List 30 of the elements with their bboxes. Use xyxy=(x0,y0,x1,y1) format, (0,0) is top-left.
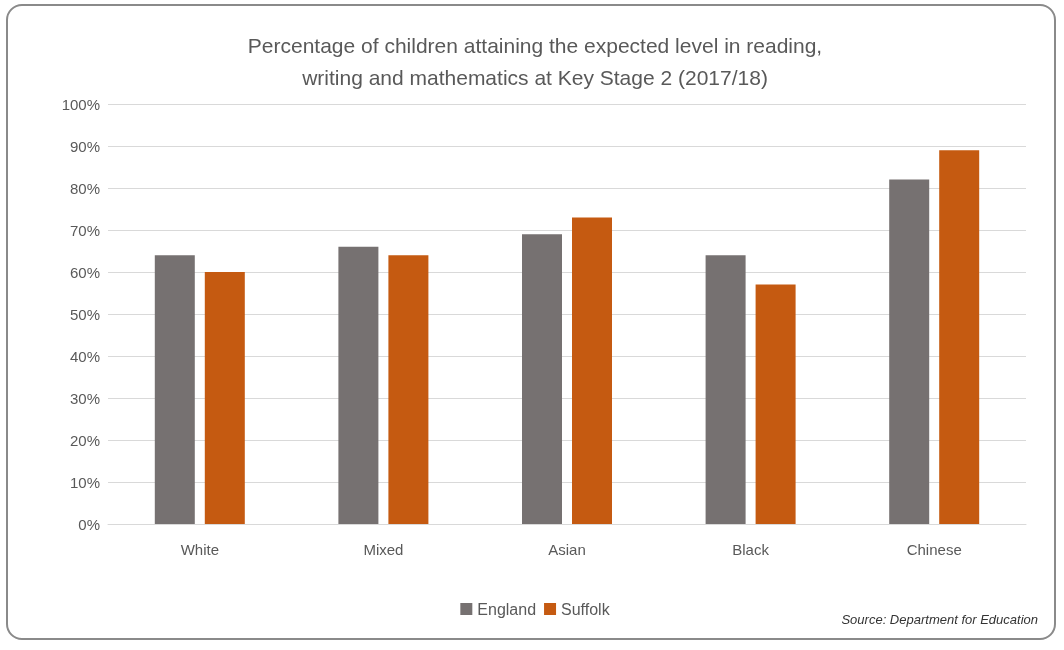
y-tick-label: 30% xyxy=(69,389,100,407)
y-tick-label: 100% xyxy=(61,95,100,113)
bar xyxy=(388,255,429,524)
y-tick-label: 90% xyxy=(69,137,100,155)
x-tick-label: Chinese xyxy=(906,541,962,558)
bar xyxy=(755,284,796,524)
y-tick-label: 0% xyxy=(78,515,100,533)
chart-title: Percentage of children attaining the expected level in reading, writing and mathematics at Key Stage 2 (2017/18) xyxy=(247,33,823,89)
legend-label: England xyxy=(477,600,537,618)
bar xyxy=(204,272,245,524)
y-tick-label: 10% xyxy=(69,473,100,491)
x-tick-label: Mixed xyxy=(363,541,404,558)
bar xyxy=(572,217,612,524)
bar xyxy=(338,246,379,524)
source-note: Source: Department for Education xyxy=(841,612,1039,627)
bar xyxy=(889,179,930,524)
y-tick-label: 20% xyxy=(69,431,100,449)
y-tick-label: 80% xyxy=(69,179,100,197)
bar xyxy=(522,234,562,524)
bar xyxy=(705,255,746,524)
legend-label: Suffolk xyxy=(561,600,611,618)
y-tick-label: 60% xyxy=(69,263,100,281)
bar xyxy=(154,255,195,524)
bar xyxy=(939,150,980,524)
x-tick-label: Asian xyxy=(548,541,586,558)
y-tick-label: 40% xyxy=(69,347,100,365)
x-tick-label: White xyxy=(180,541,219,558)
x-tick-label: Black xyxy=(732,541,770,558)
y-tick-label: 70% xyxy=(69,221,100,239)
y-tick-label: 50% xyxy=(69,305,100,323)
